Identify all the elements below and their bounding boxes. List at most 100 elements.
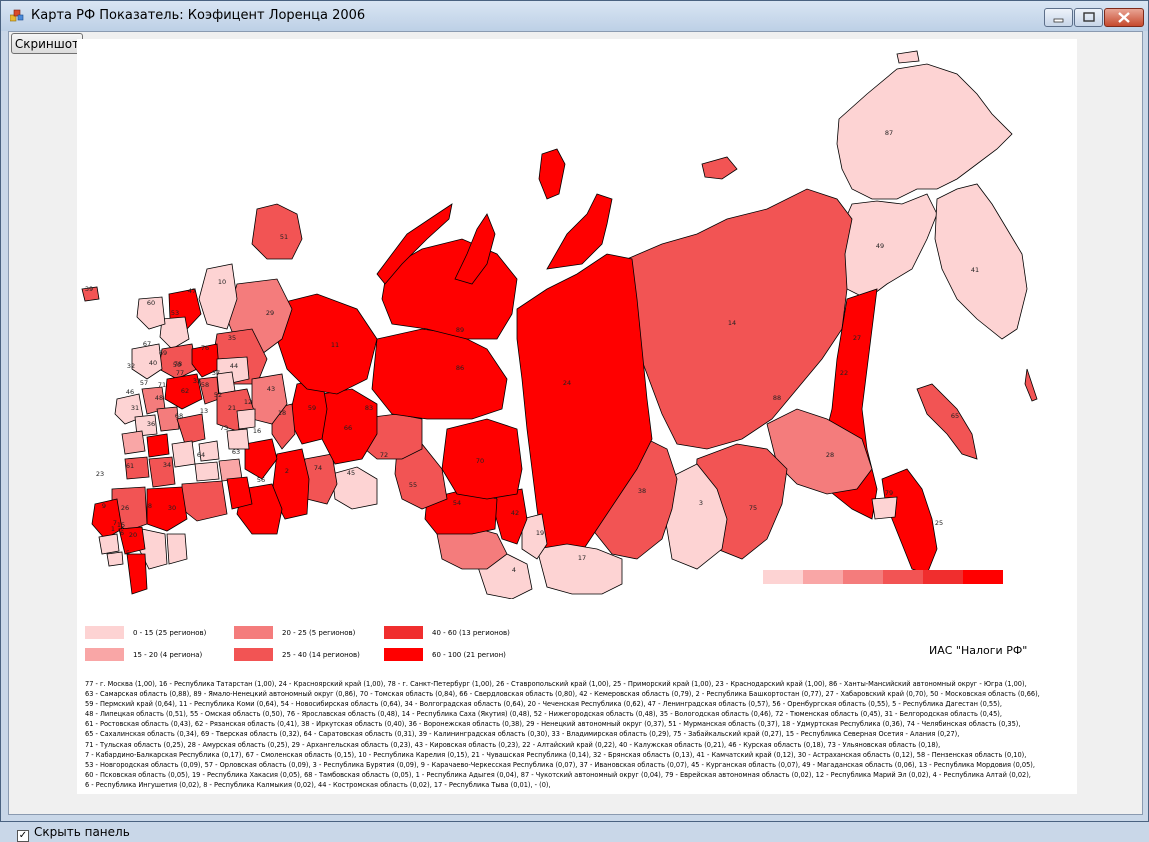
- region-label-1[interactable]: 1: [110, 525, 116, 533]
- region-label-55[interactable]: 55: [408, 481, 418, 489]
- region-label-24[interactable]: 24: [562, 379, 572, 387]
- region-label-67[interactable]: 67: [142, 340, 152, 348]
- region-label-14[interactable]: 14: [727, 319, 737, 327]
- region-label-64[interactable]: 64: [196, 451, 206, 459]
- region-label-27[interactable]: 27: [852, 334, 862, 342]
- region-label-42[interactable]: 42: [510, 509, 520, 517]
- region-value-list: 77 - г. Москва (1,00), 16 - Республика Т…: [85, 679, 1070, 790]
- region-label-58[interactable]: 58: [200, 381, 210, 389]
- region-label-4[interactable]: 4: [511, 566, 517, 574]
- region-label-25[interactable]: 25: [934, 519, 944, 527]
- region-label-9[interactable]: 9: [101, 502, 107, 510]
- region-label-19[interactable]: 19: [535, 529, 545, 537]
- gradient-step: [963, 570, 1003, 584]
- region-label-88[interactable]: 88: [772, 394, 782, 402]
- region-label-65[interactable]: 65: [950, 412, 960, 420]
- region-label-74[interactable]: 74: [313, 464, 323, 472]
- region-label-61[interactable]: 61: [125, 462, 135, 470]
- region-label-35[interactable]: 35: [227, 334, 237, 342]
- region-label-46[interactable]: 46: [125, 388, 135, 396]
- region-label-77[interactable]: 77: [175, 369, 185, 377]
- region-label-39[interactable]: 39: [84, 285, 94, 293]
- region-label-66[interactable]: 66: [343, 424, 353, 432]
- region-label-23[interactable]: 23: [95, 470, 105, 478]
- region-label-54[interactable]: 54: [452, 499, 462, 507]
- region-label-31[interactable]: 31: [130, 404, 140, 412]
- region-label-38[interactable]: 38: [637, 487, 647, 495]
- region-label-50[interactable]: 50: [172, 361, 182, 369]
- region-label-17[interactable]: 17: [577, 554, 587, 562]
- region-label-8[interactable]: 8: [147, 502, 153, 510]
- region-label-12[interactable]: 12: [243, 398, 253, 406]
- region-list-line: 63 - Самарская область (0,88), 89 - Ямал…: [85, 690, 1040, 699]
- region-label-57[interactable]: 57: [139, 379, 149, 387]
- region-label-73[interactable]: 73: [219, 424, 229, 432]
- region-16: [244, 438, 278, 480]
- region-label-10[interactable]: 10: [217, 278, 227, 286]
- region-label-15[interactable]: 15: [116, 521, 126, 529]
- region-label-45[interactable]: 45: [346, 469, 356, 477]
- legend-label-3: 25 - 40 (14 регионов): [282, 651, 360, 659]
- region-label-49[interactable]: 49: [875, 242, 885, 250]
- region-label-3[interactable]: 3: [698, 499, 704, 507]
- close-button[interactable]: [1104, 8, 1144, 27]
- region-label-5[interactable]: 5: [125, 549, 131, 557]
- region-label-6[interactable]: 6: [119, 529, 125, 537]
- region-label-34[interactable]: 34: [162, 461, 172, 469]
- region-label-32[interactable]: 32: [126, 362, 136, 370]
- region-label-86[interactable]: 86: [455, 364, 465, 372]
- client-area: Скриншот: [8, 31, 1143, 842]
- region-label-22[interactable]: 22: [839, 369, 849, 377]
- region-label-59[interactable]: 59: [307, 404, 317, 412]
- region-label-13[interactable]: 13: [199, 407, 209, 415]
- region-label-87[interactable]: 87: [884, 129, 894, 137]
- region-label-71[interactable]: 71: [157, 381, 167, 389]
- region-label-30[interactable]: 30: [167, 504, 177, 512]
- region-label-79[interactable]: 79: [884, 489, 894, 497]
- region-label-76[interactable]: 76: [200, 344, 210, 352]
- region-label-41[interactable]: 41: [970, 266, 980, 274]
- region-label-36[interactable]: 36: [146, 420, 156, 428]
- region-label-33[interactable]: 33: [192, 377, 202, 385]
- region-label-89[interactable]: 89: [455, 326, 465, 334]
- screenshot-button[interactable]: Скриншот: [11, 33, 83, 54]
- hide-panel-checkbox[interactable]: ✓ Скрыть панель: [17, 825, 130, 842]
- region-17: [536, 543, 623, 595]
- region-list-line: 6 - Республика Ингушетия (0,02), 8 - Рес…: [85, 780, 551, 789]
- region-label-28[interactable]: 28: [825, 451, 835, 459]
- region-label-29[interactable]: 29: [265, 309, 275, 317]
- region-label-40[interactable]: 40: [148, 359, 158, 367]
- region-label-44[interactable]: 44: [229, 362, 239, 370]
- region-label-26[interactable]: 26: [120, 504, 130, 512]
- region-label-2[interactable]: 2: [284, 467, 290, 475]
- region-label-52[interactable]: 52: [213, 391, 223, 399]
- legend-label-4: 40 - 60 (13 регионов): [432, 629, 510, 637]
- region-label-47[interactable]: 47: [187, 287, 197, 295]
- region-label-16[interactable]: 16: [252, 427, 262, 435]
- region-label-78[interactable]: 78: [173, 360, 183, 368]
- region-label-51[interactable]: 51: [279, 233, 289, 241]
- region-label-70[interactable]: 70: [475, 457, 485, 465]
- region-label-75[interactable]: 75: [748, 504, 758, 512]
- region-label-53[interactable]: 53: [170, 309, 180, 317]
- maximize-button[interactable]: [1074, 8, 1103, 27]
- region-label-37[interactable]: 37: [211, 369, 221, 377]
- region-label-56[interactable]: 56: [256, 476, 266, 484]
- region-label-18[interactable]: 18: [277, 409, 287, 417]
- region-12: [236, 408, 256, 430]
- region-label-60[interactable]: 60: [146, 299, 156, 307]
- region-label-63[interactable]: 63: [231, 448, 241, 456]
- region-label-72[interactable]: 72: [379, 451, 389, 459]
- region-label-83[interactable]: 83: [364, 404, 374, 412]
- region-label-43[interactable]: 43: [266, 385, 276, 393]
- region-label-48[interactable]: 48: [154, 394, 164, 402]
- region-label-20[interactable]: 20: [128, 531, 138, 539]
- minimize-button[interactable]: [1044, 8, 1073, 27]
- region-label-7[interactable]: 7: [112, 519, 118, 527]
- region-label-62[interactable]: 62: [180, 387, 190, 395]
- region-label-69[interactable]: 69: [158, 349, 168, 357]
- region-label-68[interactable]: 68: [174, 412, 184, 420]
- region-label-21[interactable]: 21: [227, 404, 237, 412]
- region-label-11[interactable]: 11: [330, 341, 340, 349]
- source-label: ИАС "Налоги РФ": [929, 644, 1028, 657]
